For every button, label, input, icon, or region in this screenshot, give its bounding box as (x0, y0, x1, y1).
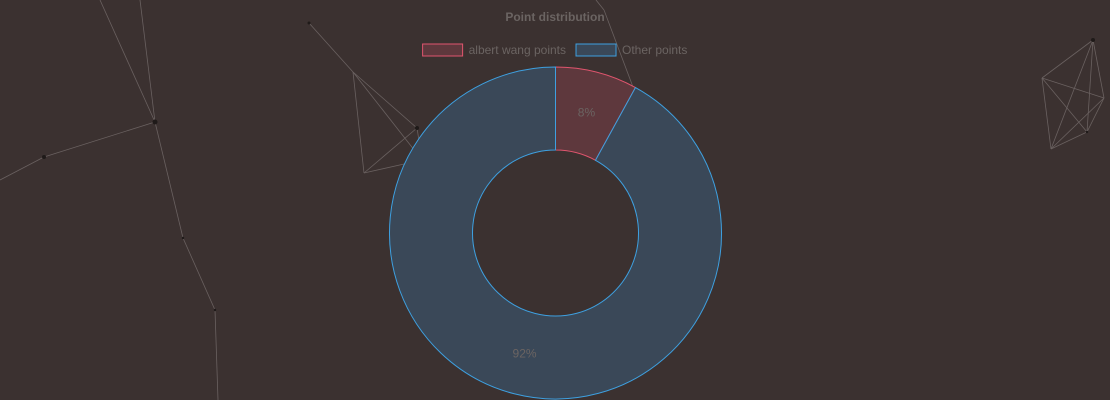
slice-labels: 8% 92% (513, 105, 596, 360)
slice-label-1: 92% (513, 347, 537, 361)
legend-swatch-1[interactable] (575, 43, 617, 57)
chart-legend: albert wang points Other points (422, 43, 687, 57)
legend-swatch-0[interactable] (422, 43, 464, 57)
chart-title: Point distribution (505, 10, 604, 24)
legend-label-0[interactable]: albert wang points (469, 43, 566, 57)
donut-slices (389, 66, 722, 400)
slice-label-0: 8% (578, 105, 596, 119)
donut-slice-1[interactable] (389, 66, 722, 400)
legend-label-1[interactable]: Other points (622, 43, 687, 57)
